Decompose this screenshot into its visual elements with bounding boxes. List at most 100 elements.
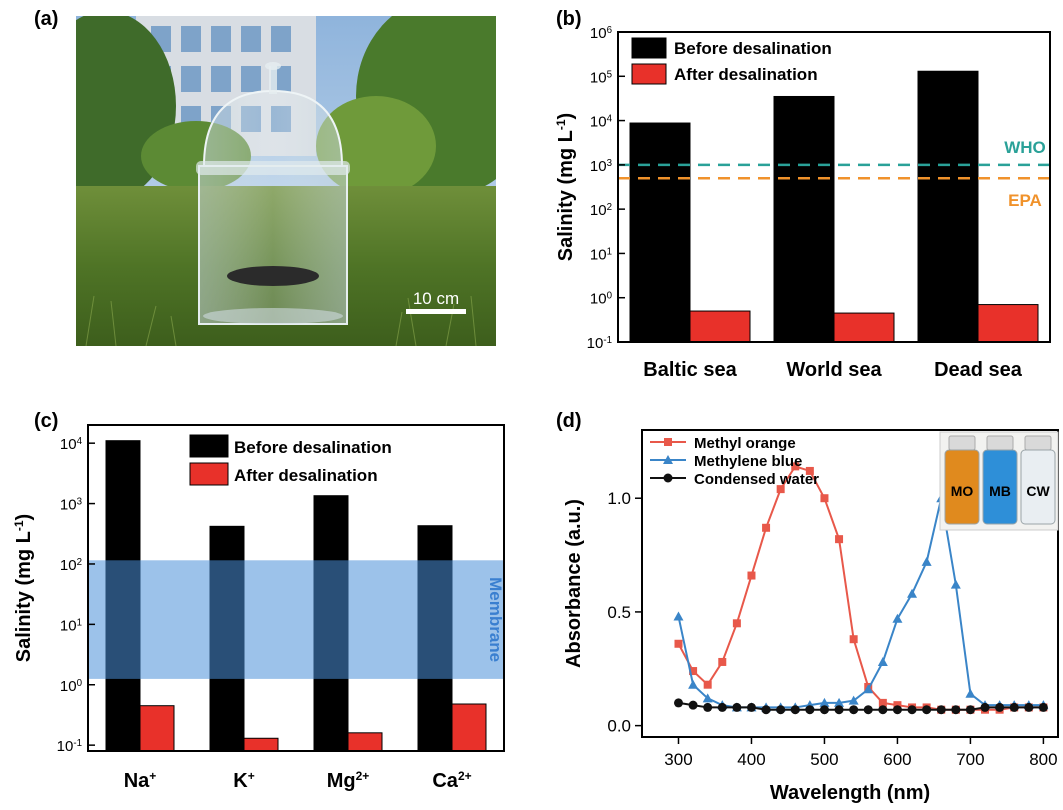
series-2-point-0: [673, 698, 683, 708]
vial-cap-0: [948, 435, 976, 451]
bar-after-1: [833, 312, 895, 343]
y-tick-label-0: 0.0: [607, 717, 631, 736]
plot-frame: [617, 31, 1051, 343]
series-1-point-17: [921, 556, 932, 566]
panel-label-a: (a): [34, 8, 59, 30]
series-2-point-22: [995, 702, 1005, 712]
series-2-point-11: [834, 705, 844, 715]
y-tick-label-1: 101: [60, 617, 82, 635]
series-0-point-8: [791, 462, 800, 471]
reference-label-epa: EPA: [1008, 191, 1042, 210]
y-tick-label-1: 101: [590, 246, 612, 264]
series-1-point-2: [702, 693, 713, 703]
x-tick-label-300: 300: [664, 750, 692, 769]
legend-swatch-1: [631, 63, 667, 85]
vial-cap-2: [1024, 435, 1052, 451]
bar-before-0: [629, 122, 691, 343]
bar-before-1: [773, 95, 835, 343]
reference-label-who: WHO: [1004, 138, 1046, 157]
series-2-point-20: [965, 705, 975, 715]
x-tick-label-2: Mg2+: [327, 769, 370, 792]
panel-label-b: (b): [556, 8, 582, 30]
scale-bar: [406, 309, 466, 314]
series-2-point-16: [907, 705, 917, 715]
y-axis-label: Salinity (mg L-1): [12, 514, 35, 662]
x-tick-label-3: Ca2+: [432, 769, 471, 792]
series-2-point-3: [717, 702, 727, 712]
series-1-point-20: [965, 688, 976, 698]
legend-swatch-0: [189, 434, 229, 458]
legend-marker-0: [664, 438, 672, 446]
legend-label-0: Methyl orange: [694, 435, 796, 452]
series-2-point-6: [761, 705, 771, 715]
salinity-ions-chart: Na+ K+ Mg2+ Ca2+ Membrane 10-1 100 101 102 103 104…: [12, 424, 505, 792]
bar-after-2: [977, 304, 1039, 343]
x-tick-label-2: Dead sea: [934, 359, 1023, 381]
series-0-point-9: [805, 466, 814, 475]
series-2-point-23: [1009, 702, 1019, 712]
series-2-point-25: [1038, 702, 1048, 712]
vial-0: [944, 449, 980, 525]
plot-frame: [641, 429, 1059, 738]
x-tick-label-1: K+: [233, 769, 254, 792]
series-0-point-7: [776, 485, 785, 494]
series-0-point-0: [674, 639, 683, 648]
series-1-point-13: [863, 684, 874, 694]
series-2-point-9: [805, 705, 815, 715]
bar-after-1: [243, 737, 279, 752]
y-tick-label-4: 104: [590, 113, 613, 131]
x-axis-label: Wavelength (nm): [770, 782, 930, 804]
series-0-point-2: [703, 680, 712, 689]
series-2-point-2: [703, 702, 713, 712]
x-tick-label-600: 600: [883, 750, 911, 769]
series-0-point-11: [835, 535, 844, 544]
legend-marker-2: [663, 473, 673, 483]
membrane-band-label: Membrane: [486, 577, 505, 662]
series-0-point-1: [689, 667, 698, 676]
series-2-point-18: [936, 705, 946, 715]
series-1-point-19: [950, 579, 961, 589]
series-1-point-0: [673, 611, 684, 621]
series-1-point-16: [907, 588, 918, 598]
photo-illustration: 10 cm: [76, 16, 496, 346]
series-2-point-14: [878, 705, 888, 715]
y-tick-label-0.5: 0.5: [607, 603, 631, 622]
y-axis-label: Salinity (mg L-1): [554, 113, 577, 261]
glass-bell-jar: [196, 62, 350, 325]
series-0-point-4: [732, 619, 741, 628]
x-tick-label-0: Na+: [124, 769, 157, 792]
series-2-point-12: [849, 705, 859, 715]
vial-1: [982, 449, 1018, 525]
trees: [76, 16, 496, 201]
series-0-point-6: [762, 523, 771, 532]
series-1-point-1: [688, 679, 699, 689]
bar-after-0: [689, 310, 751, 343]
bar-after-3: [451, 703, 487, 752]
series-2-point-24: [1024, 702, 1034, 712]
series-1-point-10: [819, 697, 830, 707]
x-tick-label-1: World sea: [786, 359, 882, 381]
series-2-point-7: [776, 705, 786, 715]
y-tick-label-0: 100: [60, 677, 83, 695]
series-0-point-5: [747, 571, 756, 580]
series-2-point-19: [951, 705, 961, 715]
x-tick-label-800: 800: [1029, 750, 1057, 769]
legend-label-0: Before desalination: [674, 39, 832, 58]
vial-cap-1: [986, 435, 1014, 451]
vial-label-2: CW: [1026, 483, 1050, 499]
series-2-point-10: [819, 705, 829, 715]
x-tick-label-400: 400: [737, 750, 765, 769]
vial-label-1: MB: [989, 483, 1011, 499]
series-0-point-10: [820, 494, 829, 503]
salinity-seawater-chart: Baltic sea World sea Dead sea WHO EPA 10-1 100…: [554, 25, 1051, 381]
series-2-point-1: [688, 700, 698, 710]
y-tick-label-1: 1.0: [607, 489, 631, 508]
legend-marker-1: [663, 455, 673, 464]
bar-after-0: [139, 705, 175, 752]
series-2-point-21: [980, 702, 990, 712]
legend-label-0: Before desalination: [234, 438, 392, 457]
x-tick-label-0: Baltic sea: [643, 359, 737, 381]
x-tick-label-700: 700: [956, 750, 984, 769]
panel-label-c: (c): [34, 410, 59, 432]
series-1-point-15: [892, 613, 903, 623]
